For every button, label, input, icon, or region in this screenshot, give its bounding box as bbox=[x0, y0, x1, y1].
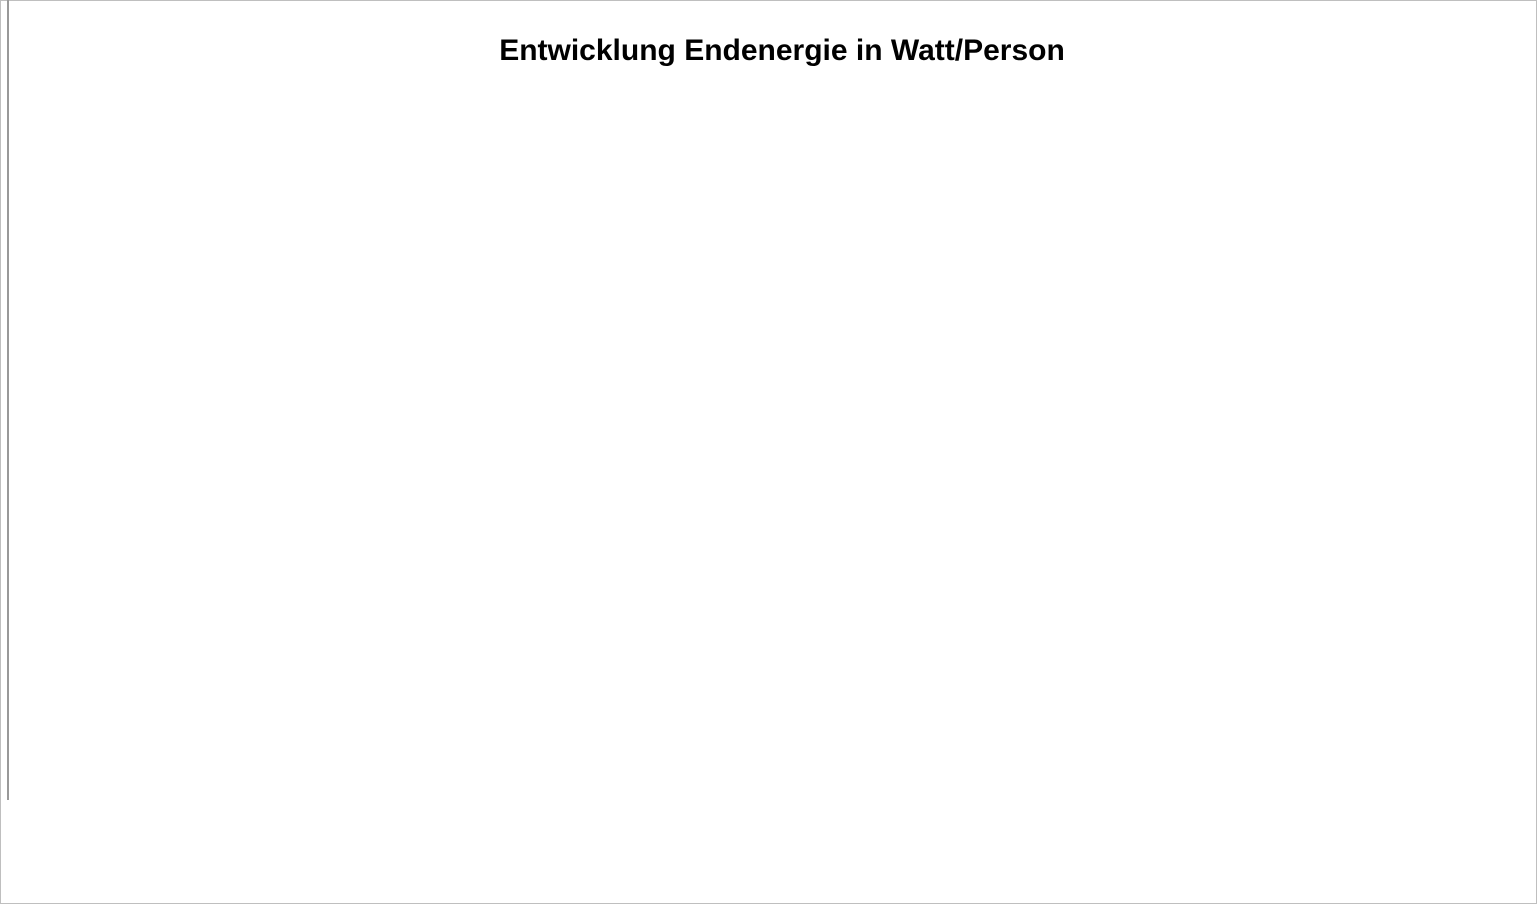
chart-title: Entwicklung Endenergie in Watt/Person bbox=[499, 34, 1065, 67]
